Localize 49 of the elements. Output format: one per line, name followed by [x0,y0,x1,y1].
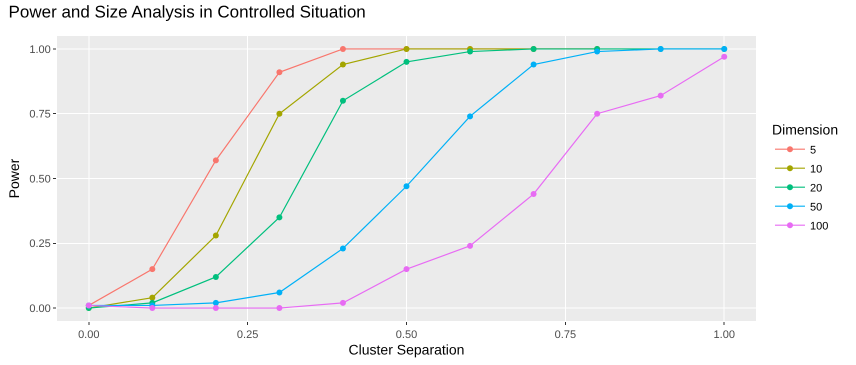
y-tick-label: 0.75 [29,108,51,121]
legend-label: 20 [810,182,822,194]
x-tick-label: 0.50 [396,329,418,342]
point [340,98,346,104]
point [276,110,282,117]
point [467,242,474,249]
point [467,113,474,120]
point [404,266,410,272]
y-tick-label: 0.00 [29,302,51,315]
legend-label: 5 [810,144,816,156]
point [340,62,346,68]
legend-label: 10 [810,163,822,176]
point [404,58,410,65]
y-tick-label: 1.00 [29,44,51,56]
point [467,48,474,55]
point [594,48,600,55]
point [340,245,346,252]
y-tick-label: 0.50 [29,173,51,186]
point [276,214,282,220]
point [340,46,346,52]
point [212,300,219,306]
point [530,191,537,198]
point [212,232,219,238]
point [149,266,156,272]
point [149,305,156,312]
chart-title: Power and Size Analysis in Controlled Situation [8,2,366,22]
point [212,305,219,312]
y-axis-title: Power [6,158,22,198]
point [276,290,282,296]
point [276,69,282,76]
point [658,92,664,99]
x-tick-label: 0.75 [554,329,576,342]
x-tick-label: 0.00 [78,329,100,342]
legend-label: 50 [810,201,822,214]
point [149,294,156,301]
point [212,157,219,164]
point [594,110,600,117]
y-tick-label: 0.25 [29,238,51,250]
x-tick-label: 1.00 [714,329,735,342]
point [340,300,346,306]
point [530,62,537,68]
legend-label: 100 [810,220,828,232]
point [721,54,728,60]
legend-title: Dimension [772,122,838,138]
point [212,274,219,280]
x-axis-title: Cluster Separation [348,342,464,358]
x-tick-label: 0.25 [236,329,258,342]
point [404,183,410,190]
point [276,305,282,312]
